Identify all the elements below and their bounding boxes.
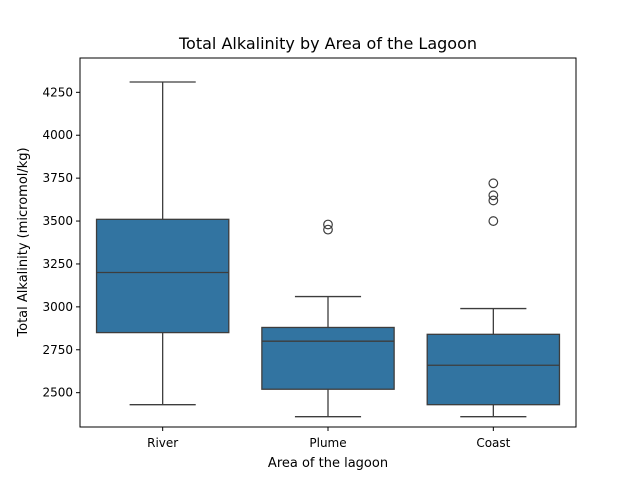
y-tick-label: 4250: [42, 85, 73, 99]
y-tick-label: 3500: [42, 214, 73, 228]
box-plume: [261, 326, 395, 390]
y-axis-label: Total Alkalinity (micromol/kg): [16, 147, 31, 337]
x-axis-label: Area of the lagoon: [268, 456, 388, 471]
y-tick-label: 3000: [42, 300, 73, 314]
x-tick-label-coast: Coast: [476, 436, 510, 450]
outlier-point-coast: [488, 216, 499, 226]
plot-area: 2500 2750 3000 3250 3500 3750 4000 4250 River Plu…: [42, 57, 577, 450]
outlier-point-plume: [323, 224, 333, 235]
x-tick-label-plume: Plume: [309, 436, 346, 450]
outlier-point-coast: [488, 195, 499, 206]
outlier-point-coast: [488, 190, 499, 201]
box-coast: [426, 333, 561, 406]
y-tick-label: 3250: [42, 257, 73, 271]
y-tick-label: 2750: [42, 343, 73, 357]
chart-title: Total Alkalinity by Area of the Lagoon: [178, 34, 477, 53]
box-river: [95, 218, 230, 334]
y-tick-label: 4000: [42, 128, 73, 142]
y-tick-label: 2500: [42, 386, 73, 400]
y-tick-label: 3750: [42, 171, 73, 185]
outlier-point-plume: [323, 219, 333, 230]
outlier-point-coast: [488, 178, 499, 189]
x-tick-label-river: River: [147, 436, 178, 450]
